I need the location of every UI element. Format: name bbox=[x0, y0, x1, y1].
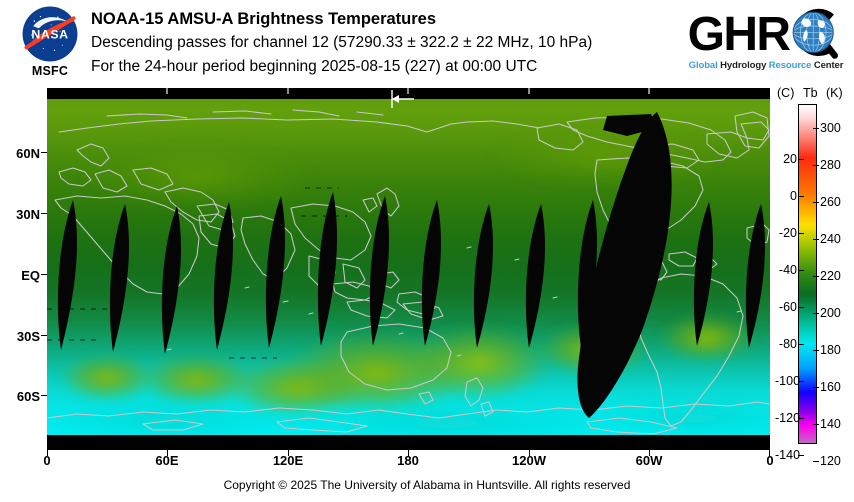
ghrc-word-resource: Resource bbox=[768, 60, 812, 71]
channel-subtitle: Descending passes for channel 12 (57290.… bbox=[91, 34, 593, 51]
cb-c-m80: -80 bbox=[778, 337, 797, 351]
lon-tick-180: 180 bbox=[397, 453, 419, 468]
cb-k-tick-220 bbox=[813, 276, 819, 277]
lon-tick-120w: 120W bbox=[512, 453, 546, 468]
swath-gap-layer bbox=[57, 112, 765, 418]
title-block: NOAA-15 AMSU-A Brightness Temperatures D… bbox=[91, 8, 681, 79]
cb-c-tick-m60 bbox=[798, 307, 804, 308]
lat-tickmark-60n bbox=[41, 152, 47, 153]
map-canvas bbox=[47, 88, 770, 450]
cb-c-m120: -120 bbox=[775, 411, 801, 425]
cb-k-280: 280 bbox=[820, 158, 841, 172]
lon-tickmark-60e bbox=[167, 450, 168, 456]
cb-c-tick-m80 bbox=[798, 344, 804, 345]
lat-tick-30n: 30N bbox=[16, 207, 40, 222]
node-marker-icon bbox=[391, 90, 414, 108]
svg-text:NASA: NASA bbox=[31, 27, 68, 41]
lat-tick-30s: 30S bbox=[16, 329, 40, 344]
cb-k-tick-180 bbox=[813, 350, 819, 351]
lon-tick-0: 0 bbox=[43, 453, 51, 468]
ghrc-word-center: Center bbox=[813, 60, 844, 71]
lon-tickmark-120e bbox=[288, 450, 289, 456]
lat-tickmark-30s bbox=[41, 335, 47, 336]
cb-k-240: 240 bbox=[820, 232, 841, 246]
cb-k-tick-260 bbox=[813, 202, 819, 203]
nasa-logo: NASA MSFC bbox=[14, 6, 82, 84]
cb-k-200: 200 bbox=[820, 306, 841, 320]
cb-k-tick-240 bbox=[813, 239, 819, 240]
cb-c-tick-0 bbox=[798, 196, 804, 197]
cb-k-120: 120 bbox=[820, 454, 841, 468]
lon-tick-120e: 120E bbox=[272, 453, 304, 468]
cb-k-tick-280 bbox=[813, 165, 819, 166]
page-title: NOAA-15 AMSU-A Brightness Temperatures bbox=[91, 10, 437, 28]
cb-k-160: 160 bbox=[820, 380, 841, 394]
latitude-artefact-lines bbox=[47, 187, 347, 359]
colorbar-unit-celsius: (C) bbox=[777, 86, 795, 100]
ghrc-logo: GHR Global Hydrology Resou bbox=[686, 6, 846, 82]
cb-c-m40: -40 bbox=[778, 263, 797, 277]
lon-tickmark-0 bbox=[47, 450, 48, 456]
header: NASA MSFC NOAA-15 AMSU-A Brightness Temp… bbox=[0, 0, 854, 88]
lat-tickmark-60s bbox=[41, 395, 47, 396]
cb-c-m60: -60 bbox=[778, 300, 797, 314]
cb-c-0: 0 bbox=[790, 189, 797, 203]
brightness-temperature-map bbox=[47, 88, 770, 450]
cb-c-tick-20 bbox=[798, 159, 804, 160]
lon-tick-60e: 60E bbox=[155, 453, 179, 468]
cb-k-tick-120 bbox=[813, 461, 819, 462]
lon-tickmark-360 bbox=[769, 450, 770, 456]
colorbar: (C) Tb (K) 20 0 -20 -40 -60 -80 -100 -12… bbox=[775, 86, 854, 468]
cb-k-tick-300 bbox=[813, 128, 819, 129]
cb-c-tick-m120 bbox=[798, 418, 804, 419]
svg-text:GHR: GHR bbox=[688, 8, 791, 61]
cb-c-20: 20 bbox=[783, 152, 797, 166]
copyright-notice: Copyright © 2025 The University of Alaba… bbox=[223, 478, 631, 492]
top-frame-ticks bbox=[166, 88, 650, 94]
lon-tick-60w: 60W bbox=[635, 453, 663, 468]
cb-k-tick-200 bbox=[813, 313, 819, 314]
cb-c-tick-m20 bbox=[798, 233, 804, 234]
lon-tickmark-180 bbox=[408, 450, 409, 456]
cb-c-tick-m140 bbox=[798, 455, 804, 456]
cb-k-140: 140 bbox=[820, 417, 841, 431]
cb-c-tick-m40 bbox=[798, 270, 804, 271]
colorbar-variable: Tb bbox=[803, 86, 818, 100]
cb-c-m140: -140 bbox=[775, 448, 801, 462]
lon-tick-360: 0 bbox=[766, 453, 774, 468]
cb-k-300: 300 bbox=[820, 121, 841, 135]
colorbar-gradient bbox=[798, 104, 817, 444]
lat-tick-eq: EQ bbox=[21, 268, 40, 283]
ghrc-word-hydrology: Hydrology bbox=[720, 60, 767, 71]
cb-k-180: 180 bbox=[820, 343, 841, 357]
lon-tickmark-120w bbox=[529, 450, 530, 456]
lat-tick-60n: 60N bbox=[16, 146, 40, 161]
nasa-center-label: MSFC bbox=[31, 64, 69, 78]
cb-c-m20: -20 bbox=[778, 226, 797, 240]
lat-tickmark-30n bbox=[41, 213, 47, 214]
cb-c-m100: -100 bbox=[775, 374, 801, 388]
ghrc-tagline: Global Hydrology Resource Center bbox=[686, 60, 846, 71]
cb-k-260: 260 bbox=[820, 195, 841, 209]
lon-tickmark-60w bbox=[649, 450, 650, 456]
ghrc-wordmark-icon: GHR bbox=[688, 8, 838, 61]
colorbar-unit-kelvin: (K) bbox=[826, 86, 843, 100]
cb-k-tick-160 bbox=[813, 387, 819, 388]
lat-tick-60s: 60S bbox=[16, 389, 40, 404]
cb-k-220: 220 bbox=[820, 269, 841, 283]
period-subtitle: For the 24-hour period beginning 2025-08… bbox=[91, 58, 538, 75]
cb-c-tick-m100 bbox=[798, 381, 804, 382]
ghrc-word-global: Global bbox=[688, 60, 718, 71]
nasa-meatball-icon: NASA bbox=[22, 6, 78, 62]
cb-k-tick-140 bbox=[813, 424, 819, 425]
lat-tickmark-eq bbox=[41, 274, 47, 275]
